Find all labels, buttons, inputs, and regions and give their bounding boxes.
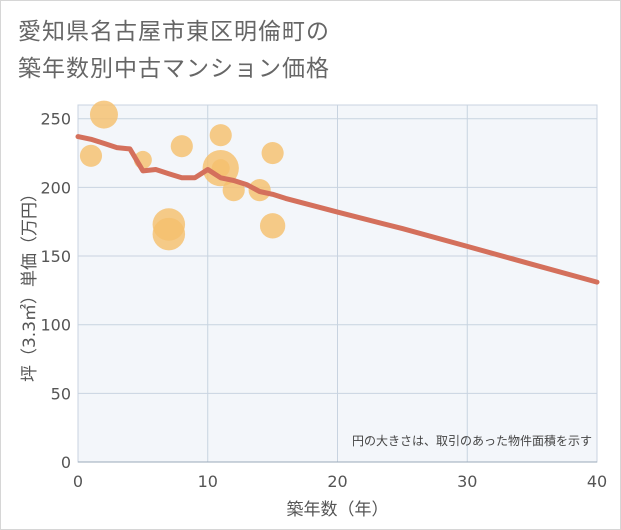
chart-title-line-2: 築年数別中古マンション価格 bbox=[18, 56, 330, 82]
x-tick-label: 10 bbox=[198, 472, 218, 491]
x-tick-label: 20 bbox=[327, 472, 347, 491]
bubble-size-note: 円の大きさは、取引のあった物件面積を示す bbox=[352, 433, 592, 448]
bubble-point bbox=[261, 141, 284, 165]
bubble-point bbox=[89, 100, 118, 129]
y-tick-label: 100 bbox=[40, 316, 71, 335]
y-axis-ticks: 0 50 100 150 200 250 bbox=[40, 110, 71, 472]
y-tick-label: 200 bbox=[40, 178, 71, 197]
x-axis-ticks: 0 10 20 30 40 bbox=[73, 472, 607, 491]
y-tick-label: 50 bbox=[51, 384, 71, 403]
trend-line bbox=[75, 134, 600, 285]
bubble-point bbox=[79, 144, 103, 167]
gridlines bbox=[77, 105, 598, 463]
y-axis-label: 坪（3.3㎡）単価（万円） bbox=[20, 185, 40, 382]
bubble-point bbox=[170, 135, 193, 158]
x-tick-label: 30 bbox=[457, 472, 477, 491]
chart-title: 愛知県名古屋市東区明倫町の 築年数別中古マンション価格 bbox=[18, 14, 330, 88]
bubble-point bbox=[209, 124, 232, 147]
chart-title-line-1: 愛知県名古屋市東区明倫町の bbox=[18, 19, 330, 45]
bubble-point bbox=[152, 217, 186, 251]
bubble-point bbox=[259, 213, 286, 239]
y-tick-label: 250 bbox=[40, 110, 71, 129]
x-tick-label: 40 bbox=[587, 472, 607, 491]
bubble-series bbox=[79, 100, 286, 251]
y-tick-label: 0 bbox=[61, 453, 71, 472]
x-axis-label: 築年数（年） bbox=[287, 500, 389, 520]
y-tick-label: 150 bbox=[40, 247, 71, 266]
x-tick-label: 0 bbox=[73, 472, 83, 491]
